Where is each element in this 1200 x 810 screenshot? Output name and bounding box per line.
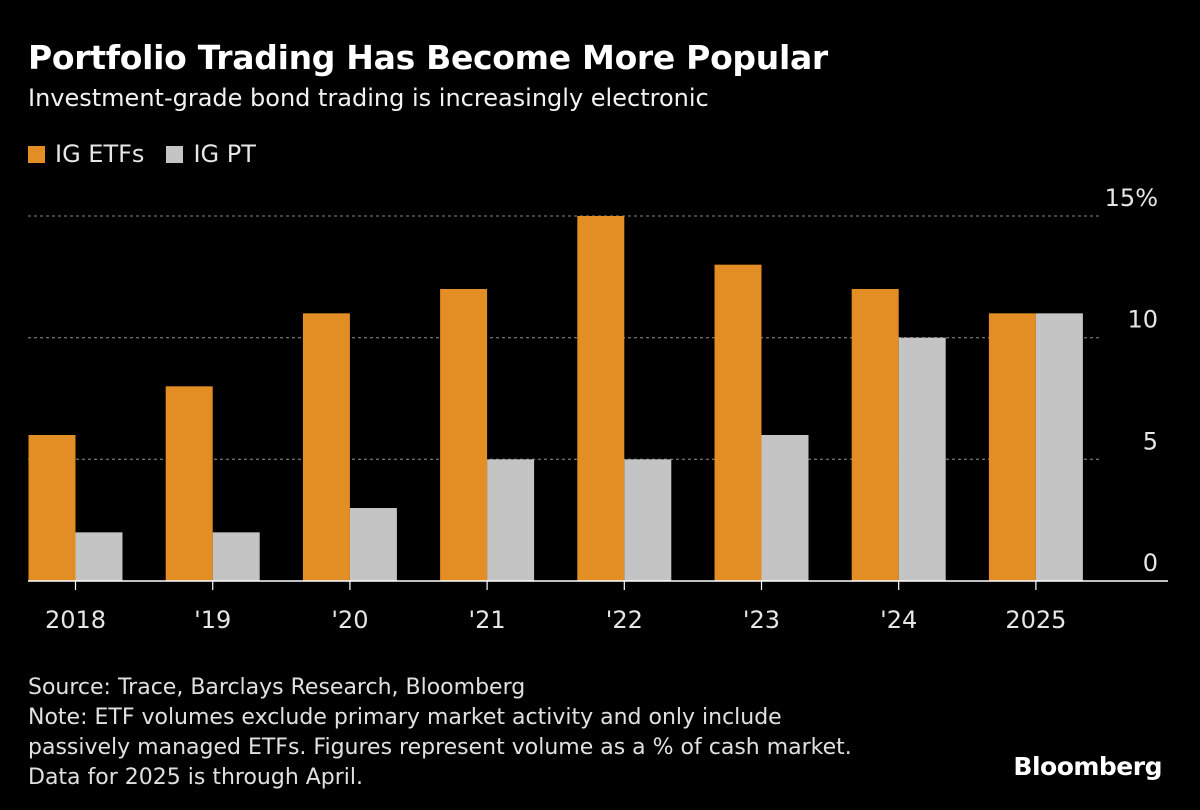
y-tick-label: 10 (1127, 306, 1158, 334)
x-tick-label: '24 (880, 606, 917, 634)
bar-ig-pt (75, 532, 123, 581)
note-line: passively managed ETFs. Figures represen… (28, 735, 852, 760)
bar-ig-etfs (440, 289, 488, 581)
x-tick-label: '20 (331, 606, 368, 634)
y-tick-label: 15% (1105, 184, 1158, 212)
bar-ig-etfs (851, 289, 899, 581)
x-tick-label: '22 (606, 606, 643, 634)
chart-subtitle: Investment-grade bond trading is increas… (28, 84, 709, 112)
x-tick-label: 2025 (1005, 606, 1066, 634)
legend-label-ig-pt: IG PT (193, 140, 256, 168)
bar-ig-etfs (577, 216, 625, 581)
bar-ig-etfs (302, 313, 350, 581)
bar-ig-pt (761, 435, 809, 581)
bloomberg-logo: Bloomberg (1013, 752, 1162, 781)
y-tick-label: 5 (1143, 427, 1158, 455)
footnote: Source: Trace, Barclays Research, Bloomb… (28, 673, 852, 793)
bar-ig-pt (349, 508, 397, 581)
bar-ig-etfs (165, 386, 213, 581)
note-line: Note: ETF volumes exclude primary market… (28, 705, 782, 730)
legend-label-ig-etfs: IG ETFs (55, 140, 145, 168)
bar-ig-pt (624, 459, 672, 581)
bar-ig-etfs (988, 313, 1036, 581)
bar-ig-pt (898, 337, 946, 581)
source-text: Source: Trace, Barclays Research, Bloomb… (28, 675, 526, 700)
x-tick-label: '21 (469, 606, 506, 634)
legend-item-ig-etfs: IG ETFs (28, 140, 144, 168)
legend-swatch-ig-pt (166, 145, 184, 163)
legend-item-ig-pt: IG PT (166, 140, 256, 168)
y-tick-label: 0 (1143, 549, 1158, 577)
bar-ig-etfs (28, 435, 76, 581)
bar-ig-pt (487, 459, 535, 581)
legend-swatch-ig-etfs (28, 145, 45, 163)
bar-ig-pt (212, 532, 260, 581)
x-tick-label: '19 (194, 606, 231, 634)
bar-ig-pt (1035, 313, 1083, 581)
chart-title: Portfolio Trading Has Become More Popula… (28, 38, 828, 77)
note-line: Data for 2025 is through April. (28, 765, 364, 790)
x-tick-label: 2018 (45, 606, 106, 634)
x-tick-label: '23 (743, 606, 780, 634)
bar-ig-etfs (714, 264, 762, 581)
legend: IG ETFs IG PT (28, 140, 256, 168)
